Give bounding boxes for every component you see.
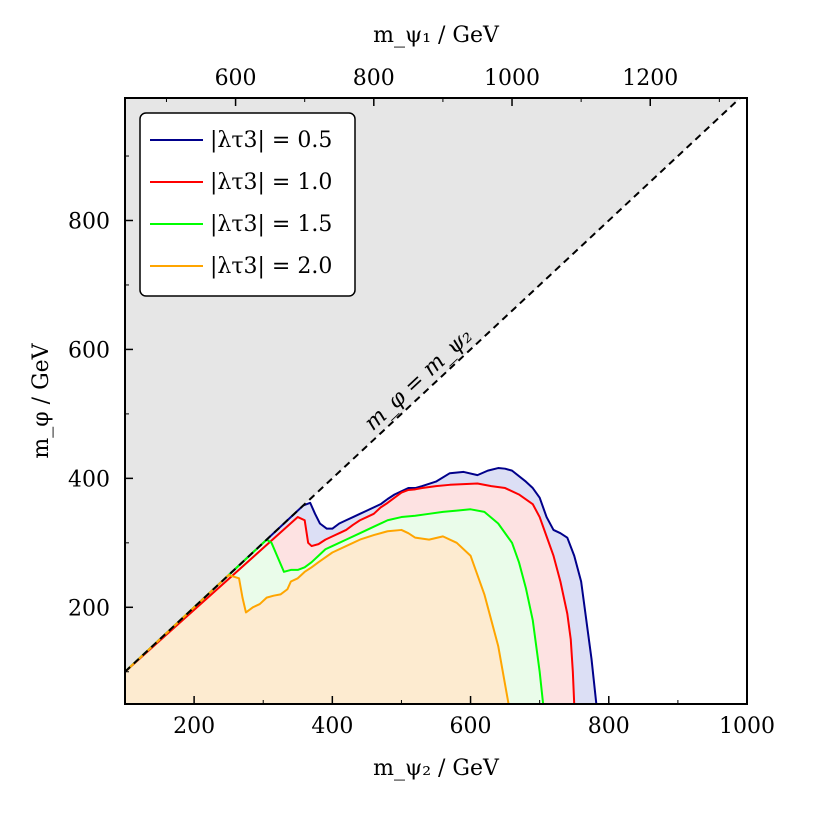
top-axis: 600 800 1000 1200	[165, 66, 720, 106]
series-fills	[125, 468, 597, 704]
x-tick-label: 400	[311, 714, 353, 739]
top-tick-label: 600	[215, 66, 257, 91]
top-tick-label: 1000	[484, 66, 540, 91]
legend-label-2: |λτ3| = 1.0	[210, 170, 332, 195]
series-fill-4	[125, 529, 509, 704]
y-tick-label: 400	[68, 467, 110, 492]
legend-label-3: |λτ3| = 1.5	[210, 212, 332, 237]
series-line-3	[125, 508, 545, 704]
legend-box	[139, 112, 356, 297]
left-axis: 200 400 600 800	[68, 155, 133, 673]
x-tick-label: 200	[173, 714, 215, 739]
left-axis-label: m_φ / GeV	[29, 342, 54, 458]
x-tick-label: 1000	[719, 714, 775, 739]
legend-label-1: |λτ3| = 0.5	[210, 128, 332, 153]
series-line-2	[125, 482, 576, 704]
top-tick-label: 1200	[622, 66, 678, 91]
bottom-axis: 200 400 600 800 1000	[124, 696, 775, 739]
x-tick-label: 800	[588, 714, 630, 739]
legend-label-4: |λτ3| = 2.0	[210, 254, 332, 279]
bottom-axis-label: m_ψ₂ / GeV	[373, 756, 500, 781]
plot-frame	[124, 97, 748, 705]
diagonal-line	[125, 98, 741, 673]
y-tick-label: 600	[68, 338, 110, 363]
top-axis-label: m_ψ₁ / GeV	[373, 23, 500, 48]
x-tick-label: 600	[450, 714, 492, 739]
series-line-1	[125, 467, 598, 704]
legend: |λτ3| = 0.5 |λτ3| = 1.0 |λτ3| = 1.5 |λτ3| =…	[139, 112, 356, 297]
top-tick-label: 800	[353, 66, 395, 91]
y-tick-label: 800	[68, 209, 110, 234]
y-tick-label: 200	[68, 596, 110, 621]
series-line-4	[125, 528, 510, 704]
series-lines	[125, 467, 598, 704]
